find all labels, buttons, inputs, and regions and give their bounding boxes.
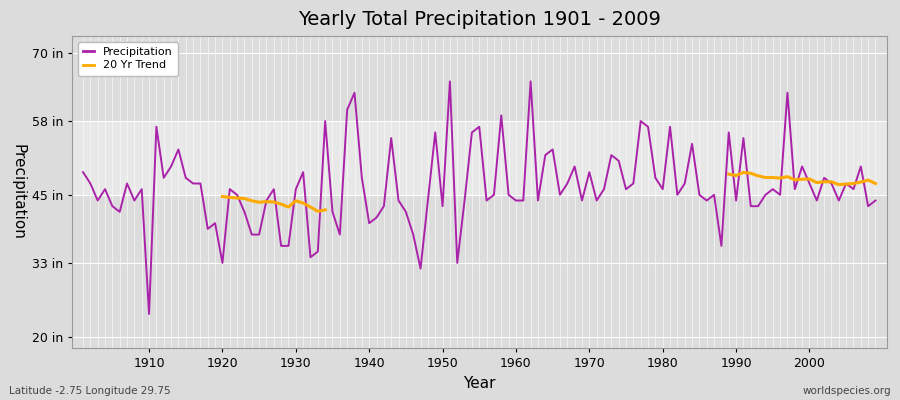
Text: Latitude -2.75 Longitude 29.75: Latitude -2.75 Longitude 29.75	[9, 386, 171, 396]
Y-axis label: Precipitation: Precipitation	[11, 144, 26, 240]
X-axis label: Year: Year	[463, 376, 496, 390]
Text: worldspecies.org: worldspecies.org	[803, 386, 891, 396]
Legend: Precipitation, 20 Yr Trend: Precipitation, 20 Yr Trend	[77, 42, 178, 76]
Title: Yearly Total Precipitation 1901 - 2009: Yearly Total Precipitation 1901 - 2009	[298, 10, 661, 29]
Bar	[72, 121, 886, 195]
